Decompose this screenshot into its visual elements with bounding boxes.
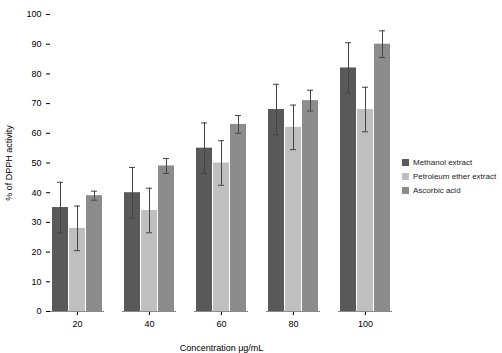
svg-text:90: 90	[31, 39, 41, 49]
svg-text:10: 10	[31, 277, 41, 287]
svg-text:20: 20	[72, 319, 82, 329]
svg-text:70: 70	[31, 98, 41, 108]
svg-text:60: 60	[31, 128, 41, 138]
html-text:Ascorbic acid: Ascorbic acid	[413, 186, 461, 195]
svg-text:80: 80	[31, 69, 41, 79]
svg-text:40: 40	[31, 188, 41, 198]
svg-text:0: 0	[36, 306, 41, 316]
svg-text:% of DPPH activity: % of DPPH activity	[4, 125, 14, 201]
html-text:Petroleum ether extract: Petroleum ether extract	[413, 172, 497, 181]
svg-text:60: 60	[216, 319, 226, 329]
svg-text:100: 100	[358, 319, 373, 329]
svg-text:Concentration μg/mL: Concentration μg/mL	[180, 343, 264, 353]
html-text:Methanol extract: Methanol extract	[413, 158, 473, 167]
svg-text:80: 80	[288, 319, 298, 329]
svg-text:30: 30	[31, 217, 41, 227]
svg-text:100: 100	[26, 9, 41, 19]
svg-text:20: 20	[31, 247, 41, 257]
svg-text:40: 40	[144, 319, 154, 329]
svg-text:50: 50	[31, 158, 41, 168]
